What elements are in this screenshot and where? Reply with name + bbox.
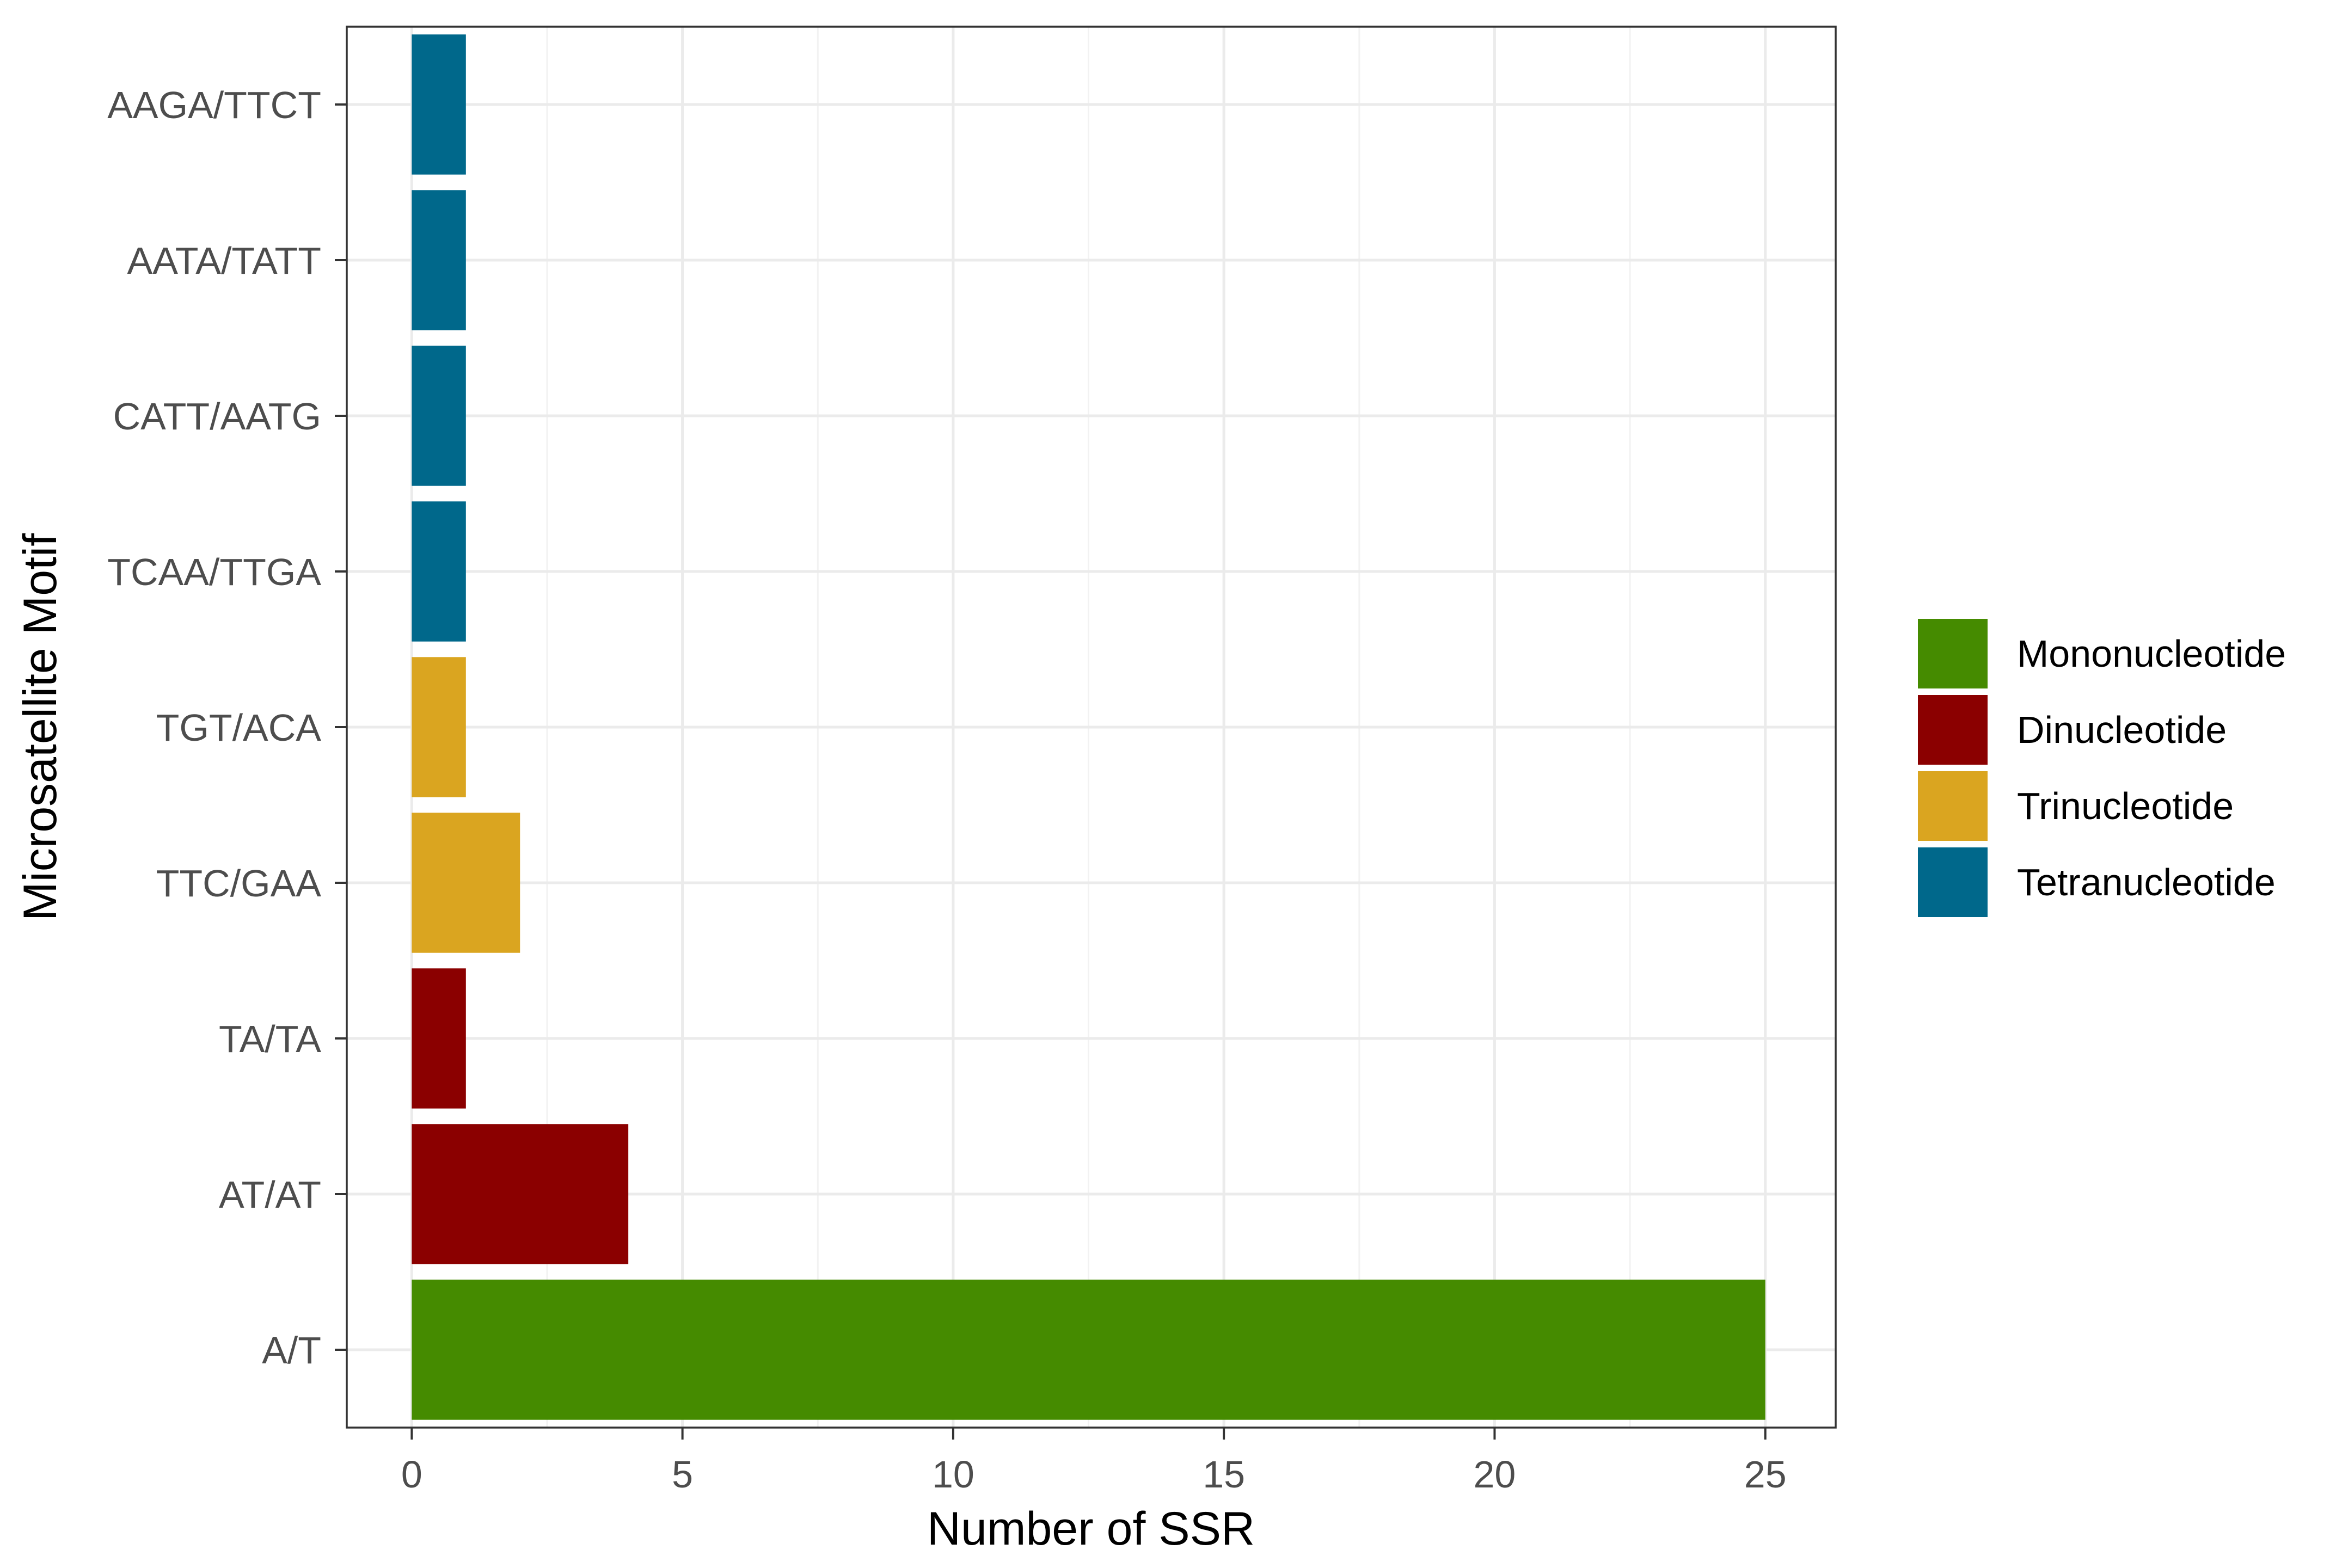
legend-label: Trinucleotide <box>2017 785 2234 827</box>
bars <box>412 34 1765 1420</box>
x-tick-label: 0 <box>401 1453 422 1496</box>
bar <box>412 190 466 330</box>
x-tick-label: 25 <box>1744 1453 1787 1496</box>
x-axis-title: Number of SSR <box>927 1503 1255 1555</box>
bar <box>412 1124 629 1264</box>
y-tick-label: AAGA/TTCT <box>107 84 321 126</box>
bar <box>412 346 466 486</box>
legend-label: Tetranucleotide <box>2017 861 2276 903</box>
y-tick-label: A/T <box>262 1329 321 1372</box>
bar <box>412 501 466 642</box>
y-tick-label: AATA/TATT <box>127 239 321 282</box>
bar <box>412 813 520 953</box>
legend-label: Mononucleotide <box>2017 632 2286 675</box>
y-tick-label: TCAA/TTGA <box>107 551 321 593</box>
y-tick-label: CATT/AATG <box>113 395 321 438</box>
legend-key <box>1918 771 1988 841</box>
y-axis-title: Microsatellite Motif <box>14 533 66 921</box>
grid <box>347 27 1836 1428</box>
x-tick-label: 10 <box>932 1453 974 1496</box>
legend-key <box>1918 847 1988 917</box>
x-tick-label: 5 <box>672 1453 693 1496</box>
y-tick-label: TTC/GAA <box>156 862 322 905</box>
x-tick-label: 15 <box>1203 1453 1245 1496</box>
bar <box>412 1280 1765 1420</box>
legend-label: Dinucleotide <box>2017 709 2227 751</box>
legend-key <box>1918 619 1988 688</box>
y-axis: A/T AT/AT TA/TA TTC/GAA TGT/ACA TCAA/TTGA CATT… <box>107 84 347 1372</box>
legend-key <box>1918 695 1988 765</box>
x-tick-label: 20 <box>1473 1453 1516 1496</box>
bar <box>412 968 466 1109</box>
bar <box>412 34 466 175</box>
legend: Mononucleotide Dinucleotide Trinucleotide T… <box>1918 619 2286 917</box>
y-tick-label: AT/AT <box>219 1173 321 1216</box>
x-axis: 0 5 10 15 20 25 <box>401 1428 1787 1496</box>
y-tick-label: TA/TA <box>219 1018 321 1060</box>
y-tick-label: TGT/ACA <box>156 706 322 749</box>
bar <box>412 657 466 797</box>
